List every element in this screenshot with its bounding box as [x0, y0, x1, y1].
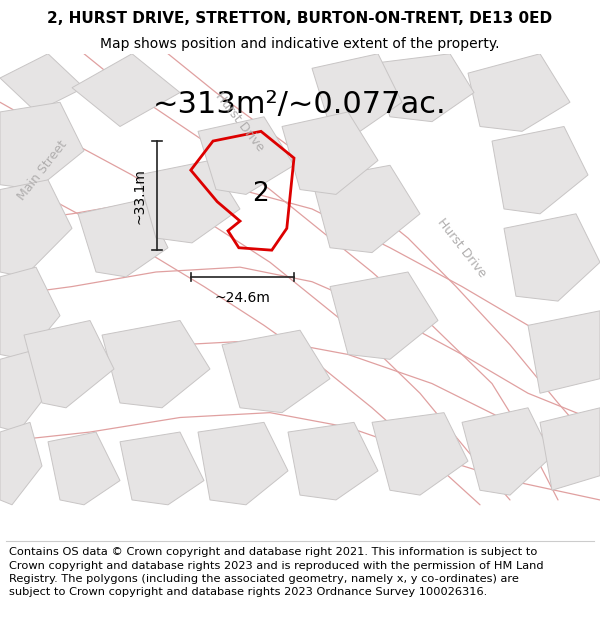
Polygon shape [492, 126, 588, 214]
Polygon shape [78, 199, 168, 277]
Polygon shape [0, 349, 48, 432]
Text: Main Street: Main Street [15, 138, 69, 202]
Polygon shape [0, 180, 72, 277]
Polygon shape [102, 321, 210, 408]
Polygon shape [0, 102, 84, 189]
Polygon shape [198, 422, 288, 505]
Polygon shape [288, 422, 378, 500]
Polygon shape [312, 54, 402, 131]
Text: 2: 2 [253, 181, 269, 208]
Polygon shape [138, 161, 240, 243]
Polygon shape [468, 54, 570, 131]
Text: 2, HURST DRIVE, STRETTON, BURTON-ON-TRENT, DE13 0ED: 2, HURST DRIVE, STRETTON, BURTON-ON-TREN… [47, 11, 553, 26]
Polygon shape [0, 267, 60, 359]
Text: Hurst Drive: Hurst Drive [435, 216, 489, 280]
Polygon shape [528, 311, 600, 393]
Polygon shape [504, 214, 600, 301]
Polygon shape [330, 272, 438, 359]
Polygon shape [282, 112, 378, 194]
Polygon shape [462, 408, 552, 495]
Polygon shape [72, 54, 180, 126]
Polygon shape [312, 165, 420, 252]
Polygon shape [0, 422, 42, 505]
Text: ~24.6m: ~24.6m [214, 291, 271, 306]
Polygon shape [120, 432, 204, 505]
Text: ~33.1m: ~33.1m [133, 168, 146, 224]
Text: ~313m²/~0.077ac.: ~313m²/~0.077ac. [153, 90, 447, 119]
Polygon shape [198, 117, 294, 194]
Polygon shape [24, 321, 114, 408]
Text: Hurst Drive: Hurst Drive [213, 89, 267, 154]
Polygon shape [48, 432, 120, 505]
Text: Contains OS data © Crown copyright and database right 2021. This information is : Contains OS data © Crown copyright and d… [9, 548, 544, 597]
Text: Map shows position and indicative extent of the property.: Map shows position and indicative extent… [100, 36, 500, 51]
Polygon shape [0, 54, 84, 112]
Polygon shape [540, 408, 600, 490]
Polygon shape [372, 412, 468, 495]
Polygon shape [222, 330, 330, 412]
Polygon shape [372, 54, 474, 122]
